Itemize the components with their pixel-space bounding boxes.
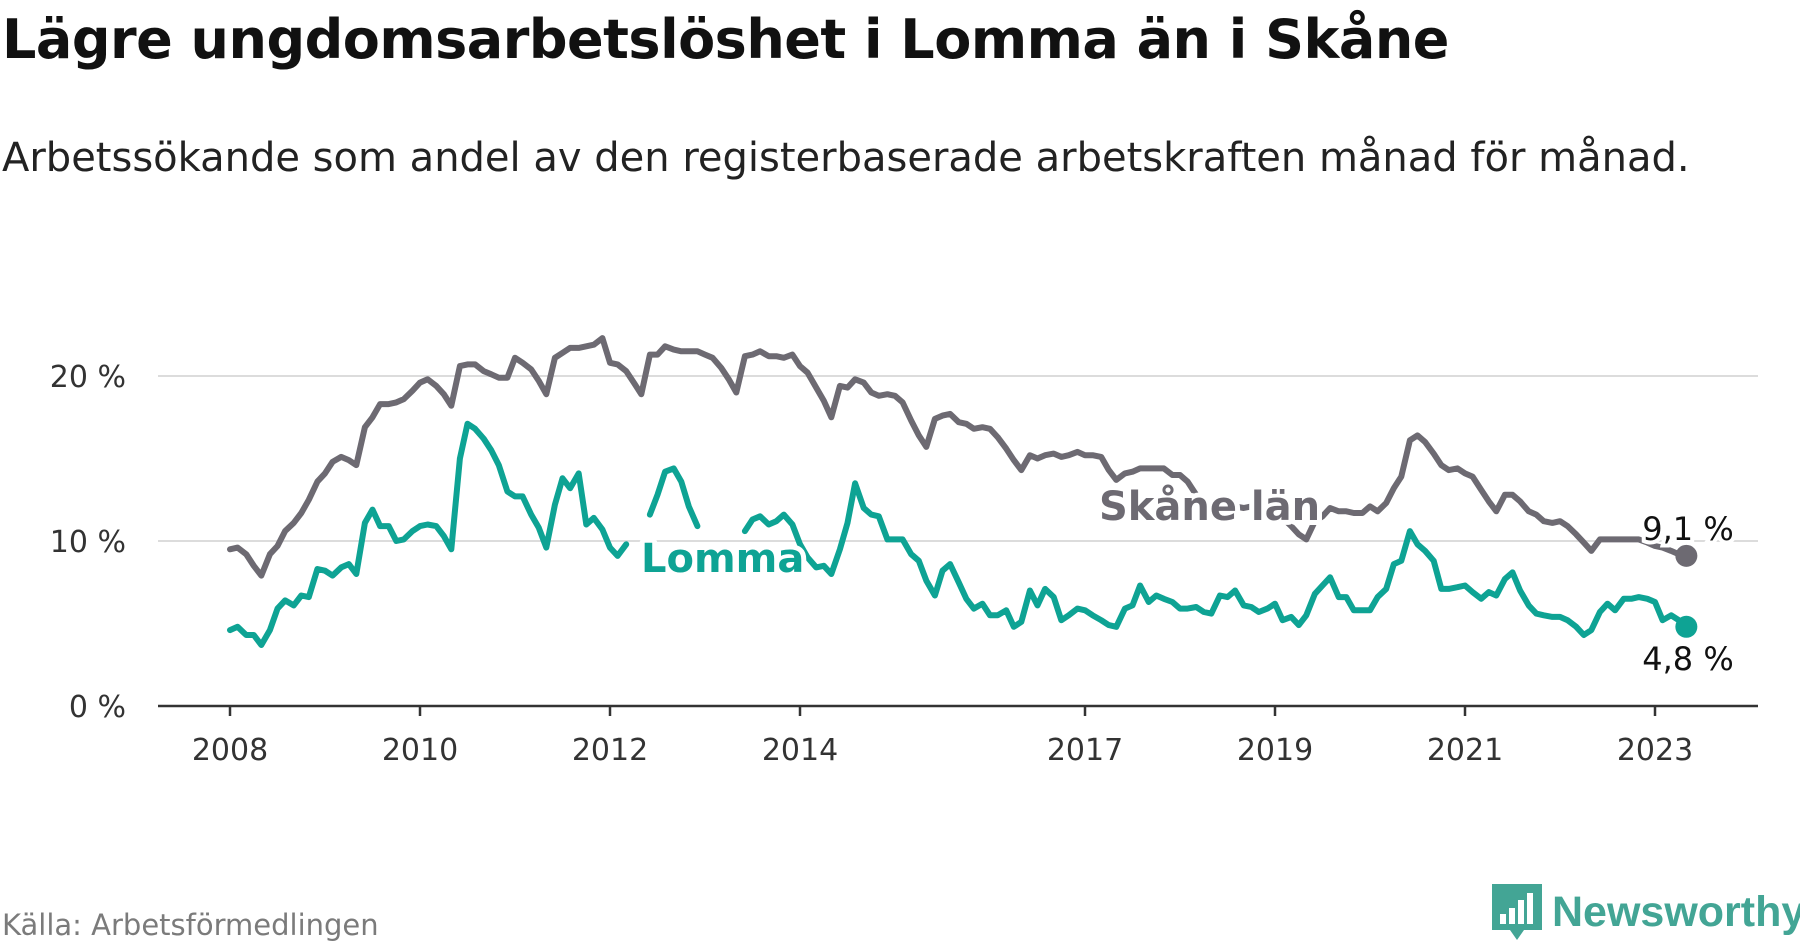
x-tick-label: 2014 <box>762 733 838 768</box>
series-line-sk-ne-l-n <box>227 335 1690 579</box>
line-chart: 0 % 10 % 20 % 2008 2010 2012 2014 2017 2019 2021 2… <box>50 335 1758 768</box>
end-value-label: 9,1 % <box>1642 510 1733 548</box>
x-tick-label: 2021 <box>1427 733 1503 768</box>
axes: 0 % 10 % 20 % 2008 2010 2012 2014 2017 2019 2021 2… <box>50 360 1758 768</box>
series-endpoint-sk-ne-l-n <box>1675 544 1698 567</box>
series-labels: Skåne län Lomma 9,1 % 4,8 % <box>636 478 1738 682</box>
y-tick-label: 20 % <box>50 360 126 395</box>
x-tick-label: 2012 <box>572 733 648 768</box>
x-tick-label: 2019 <box>1237 733 1313 768</box>
x-tick-label: 2010 <box>382 733 458 768</box>
newsworthy-logo-icon <box>1492 884 1542 940</box>
series-label-sk-ne-l-n: Skåne län <box>1099 483 1320 530</box>
brand-name: Newsworthy <box>1552 887 1800 936</box>
x-tick-label: 2017 <box>1047 733 1123 768</box>
y-tick-label: 10 % <box>50 525 126 560</box>
series-label-lomma: Lomma <box>641 536 804 582</box>
series-line-lomma <box>227 420 1690 648</box>
end-value-label: 4,8 % <box>1642 640 1733 678</box>
chart-title: Lägre ungdomsarbetslöshet i Lomma än i S… <box>2 8 1449 71</box>
x-tick-label: 2008 <box>192 733 268 768</box>
gridlines <box>158 375 1758 542</box>
series-lines <box>227 335 1698 648</box>
x-tick-label: 2023 <box>1617 733 1693 768</box>
source-note: Källa: Arbetsförmedlingen <box>2 908 379 942</box>
series-endpoint-lomma <box>1675 615 1698 638</box>
y-tick-label: 0 % <box>69 690 126 725</box>
chart-subtitle: Arbetssökande som andel av den registerb… <box>2 135 1690 181</box>
brand[interactable]: Newsworthy <box>1492 884 1800 940</box>
